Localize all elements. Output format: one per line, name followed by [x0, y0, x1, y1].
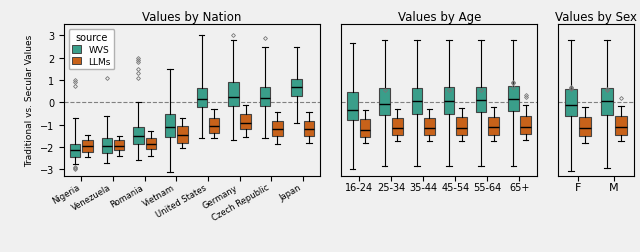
Y-axis label: Traditional vs. Secular Values: Traditional vs. Secular Values — [26, 35, 35, 167]
PathPatch shape — [488, 117, 499, 135]
PathPatch shape — [565, 90, 577, 116]
PathPatch shape — [508, 86, 518, 112]
PathPatch shape — [228, 83, 239, 106]
PathPatch shape — [348, 93, 358, 121]
PathPatch shape — [165, 114, 175, 138]
PathPatch shape — [304, 122, 314, 136]
PathPatch shape — [520, 116, 531, 134]
PathPatch shape — [70, 144, 81, 158]
PathPatch shape — [412, 88, 422, 114]
PathPatch shape — [196, 88, 207, 107]
PathPatch shape — [456, 117, 467, 135]
PathPatch shape — [579, 117, 591, 136]
PathPatch shape — [209, 119, 220, 133]
PathPatch shape — [133, 128, 144, 144]
PathPatch shape — [83, 141, 93, 152]
Title: Values by Sex: Values by Sex — [555, 11, 637, 24]
PathPatch shape — [392, 119, 403, 135]
PathPatch shape — [360, 120, 371, 138]
PathPatch shape — [424, 119, 435, 135]
PathPatch shape — [380, 88, 390, 115]
PathPatch shape — [114, 141, 124, 151]
PathPatch shape — [601, 88, 612, 115]
Title: Values by Age: Values by Age — [397, 11, 481, 24]
PathPatch shape — [102, 139, 112, 153]
PathPatch shape — [272, 122, 282, 136]
Title: Values by Nation: Values by Nation — [142, 11, 242, 24]
Legend: WVS, LLMs: WVS, LLMs — [68, 30, 115, 70]
PathPatch shape — [291, 80, 302, 96]
PathPatch shape — [476, 87, 486, 113]
PathPatch shape — [177, 126, 188, 143]
PathPatch shape — [145, 139, 156, 150]
PathPatch shape — [615, 116, 627, 135]
PathPatch shape — [444, 87, 454, 114]
PathPatch shape — [260, 87, 270, 106]
PathPatch shape — [241, 114, 251, 130]
